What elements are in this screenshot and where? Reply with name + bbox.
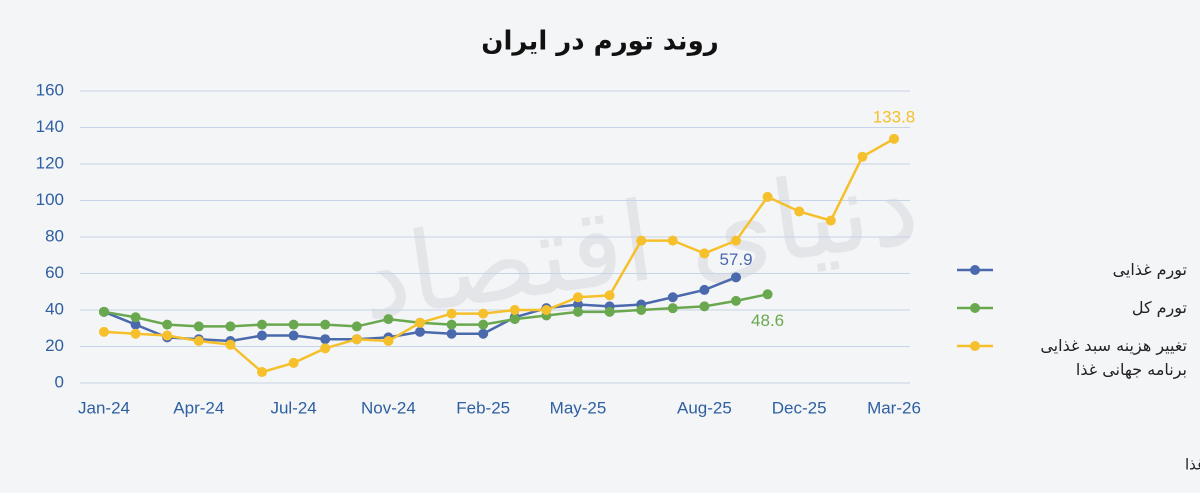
data-point (257, 319, 267, 330)
data-point (762, 289, 773, 300)
data-point (257, 330, 267, 341)
data-point (509, 314, 520, 325)
data-point (762, 191, 773, 202)
data-point (130, 312, 141, 323)
data-point (162, 319, 173, 330)
data-point (478, 308, 489, 319)
data-point (731, 272, 741, 283)
y-tick-label: 80 (45, 226, 64, 245)
legend-swatch (957, 303, 993, 313)
legend-label: تورم کل (1131, 298, 1187, 317)
legend-dot (970, 303, 980, 313)
data-point (288, 319, 299, 330)
data-point (604, 306, 615, 317)
data-point (573, 299, 583, 310)
data-point (541, 305, 552, 315)
data-point (731, 235, 741, 246)
x-tick-label: Feb-25 (456, 398, 510, 417)
legend-item: تورم کل (955, 296, 1187, 320)
data-point (478, 319, 489, 330)
data-point (320, 334, 331, 345)
data-label: 57.9 (719, 250, 752, 269)
source: منبع: برنامه جهانی غذا (1185, 456, 1200, 474)
legend-dot (970, 265, 980, 275)
legend-item: تورم غذایی (955, 258, 1187, 282)
data-point (794, 206, 805, 217)
data-point (320, 343, 331, 354)
data-label: 48.6 (751, 311, 784, 330)
data-point (636, 235, 647, 246)
data-point (99, 306, 109, 317)
legend: تورم غذایی تورم کل تغییر هزینه سبد غذایی ب… (955, 258, 1187, 396)
data-point (415, 317, 425, 328)
data-point (225, 321, 236, 332)
y-tick-label: 60 (45, 263, 64, 282)
y-tick-label: 140 (36, 117, 64, 136)
data-point (99, 326, 109, 337)
data-point (446, 308, 457, 319)
data-point (604, 290, 615, 301)
data-point (288, 357, 299, 368)
series-line (103, 293, 768, 328)
y-tick-label: 20 (45, 336, 64, 355)
data-point (193, 321, 204, 332)
data-point (383, 314, 394, 325)
series-line (103, 137, 895, 374)
data-point (320, 319, 331, 330)
x-tick-label: May-25 (550, 398, 607, 417)
data-point (351, 334, 362, 345)
data-point (415, 326, 425, 337)
data-point (478, 328, 489, 339)
legend-swatch (957, 265, 993, 275)
data-point (225, 339, 236, 350)
data-point (667, 292, 678, 303)
data-point (573, 292, 583, 303)
data-point (699, 248, 710, 259)
chart-title: روند تورم در ایران (481, 27, 718, 57)
data-point (573, 306, 583, 317)
data-point (889, 133, 899, 144)
data-point (731, 295, 741, 306)
data-point (667, 303, 678, 314)
y-tick-label: 0 (55, 372, 64, 391)
legend-label: تغییر هزینه سبد غذایی برنامه جهانی غذا (1040, 336, 1187, 379)
legend-swatch (957, 341, 993, 351)
y-tick-label: 40 (45, 299, 64, 318)
legend-item: تغییر هزینه سبد غذایی برنامه جهانی غذا (955, 334, 1187, 382)
x-tick-label: Nov-24 (361, 398, 416, 417)
data-point (699, 301, 710, 312)
data-label: 133.8 (873, 107, 916, 126)
data-point (130, 328, 141, 339)
data-point (699, 284, 710, 295)
data-point (446, 319, 457, 330)
legend-label: تورم غذایی (1112, 260, 1187, 279)
data-point (130, 319, 141, 330)
x-tick-label: Mar-26 (867, 398, 921, 417)
data-point (509, 305, 520, 315)
data-point (257, 367, 267, 378)
y-tick-label: 160 (36, 80, 64, 99)
data-point (193, 336, 204, 347)
x-tick-label: Apr-24 (173, 398, 224, 417)
x-tick-label: Jul-24 (270, 398, 316, 417)
y-tick-label: 100 (36, 190, 64, 209)
data-point (446, 328, 457, 339)
data-point (636, 305, 647, 315)
x-tick-label: Jan-24 (78, 398, 130, 417)
y-tick-label: 120 (36, 153, 64, 172)
data-point (857, 151, 868, 162)
data-point (825, 215, 836, 226)
legend-dot (970, 341, 980, 351)
data-point (162, 330, 173, 341)
data-point (383, 336, 394, 347)
x-tick-label: Aug-25 (677, 398, 732, 417)
data-point (667, 235, 678, 246)
x-tick-label: Dec-25 (772, 398, 827, 417)
data-point (288, 330, 299, 341)
data-point (351, 321, 362, 332)
